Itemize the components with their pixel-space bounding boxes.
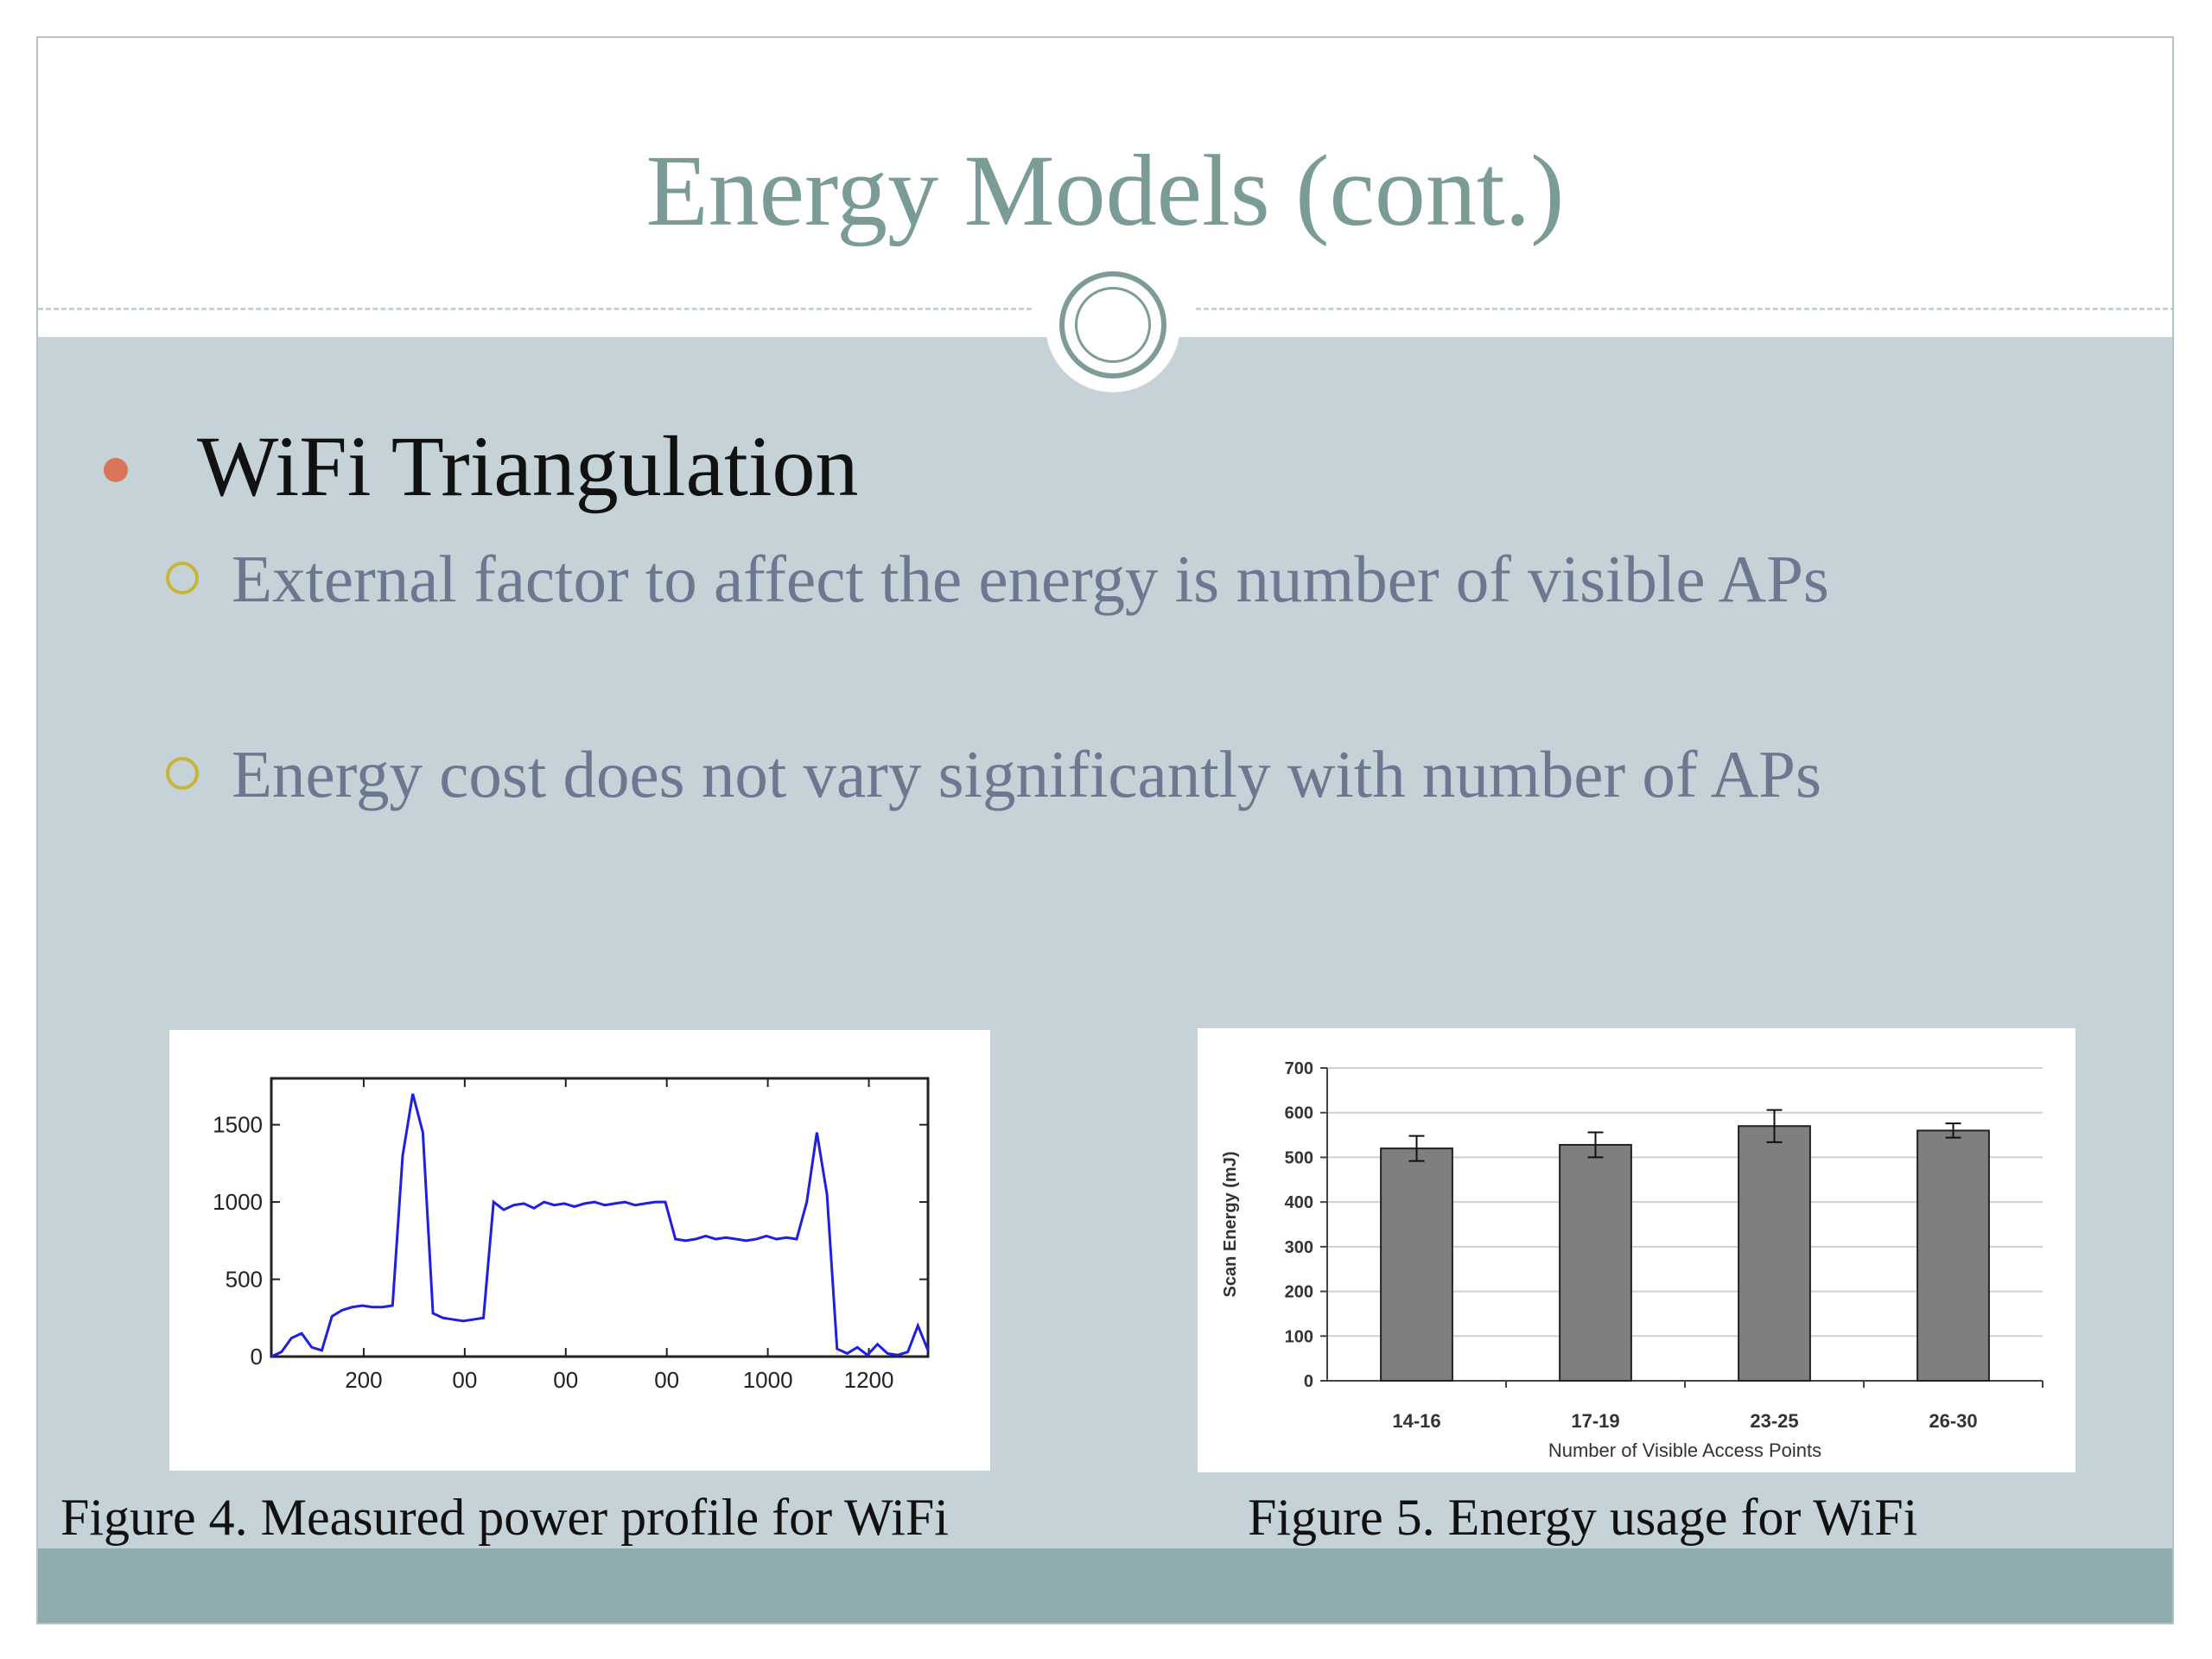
bar	[1559, 1143, 1632, 1382]
y-tick-label: 400	[1285, 1193, 1313, 1212]
bullet-text: WiFi Triangulation	[197, 418, 859, 514]
y-axis-label: Scan Energy (mJ)	[1221, 1152, 1240, 1298]
footer-band	[38, 1548, 2172, 1623]
y-tick-label: 1500	[213, 1112, 263, 1138]
y-tick-label: 500	[226, 1267, 263, 1293]
power-profile-chart: 0 500 1000 1500 200 00 00 00 1000 1200	[213, 1077, 930, 1393]
energy-usage-chart: 0 100 200 300 400 500 600 700 14-16 17-19 23-25 26-…	[1221, 1059, 2044, 1461]
y-tick-label: 700	[1285, 1059, 1313, 1078]
y-tick-label: 600	[1285, 1104, 1313, 1123]
figure5-chart: 0 100 200 300 400 500 600 700 14-16 17-19 23-25 26-…	[1198, 1028, 2075, 1472]
x-axis-label: Number of Visible Access Points	[1548, 1440, 1821, 1461]
bar	[1738, 1125, 1811, 1382]
y-tick-label: 0	[251, 1344, 263, 1370]
figure4-chart: 0 500 1000 1500 200 00 00 00 1000 1200	[169, 1030, 990, 1471]
y-tick-label: 100	[1285, 1327, 1313, 1346]
x-tick-label: 26-30	[1929, 1410, 1977, 1432]
sub-bullet-text: Energy cost does not vary significantly …	[232, 737, 1821, 811]
x-tick-label: 17-19	[1571, 1410, 1619, 1432]
sub-bullet-text: External factor to affect the energy is …	[232, 542, 1829, 616]
y-tick-label: 1000	[213, 1189, 263, 1215]
title-divider-right	[1196, 308, 2172, 310]
figure4-caption: Figure 4. Measured power profile for WiF…	[60, 1489, 949, 1546]
sub-bullet-ring-icon	[166, 562, 199, 594]
x-tick-label: 1200	[844, 1367, 894, 1393]
plot-frame	[270, 1077, 930, 1358]
bar	[1916, 1129, 1990, 1382]
x-tick-label: 200	[345, 1367, 382, 1393]
y-tick-label: 500	[1285, 1148, 1313, 1167]
bar	[1380, 1147, 1453, 1382]
y-tick-label: 0	[1304, 1372, 1313, 1391]
slide-title: Energy Models (cont.)	[645, 134, 1565, 247]
power-series-line	[270, 1093, 930, 1358]
y-tick-label: 300	[1285, 1238, 1313, 1257]
circle-ornament-icon	[1046, 257, 1180, 392]
sub-bullet-ring-icon	[166, 757, 199, 790]
bullet-dot-icon	[104, 458, 128, 482]
x-tick-label: 23-25	[1750, 1410, 1798, 1432]
y-tick-label: 200	[1285, 1283, 1313, 1302]
x-tick-label: 1000	[743, 1367, 793, 1393]
x-tick-label: 00	[553, 1367, 578, 1393]
x-tick-label: 00	[654, 1367, 679, 1393]
x-tick-label: 14-16	[1392, 1410, 1440, 1432]
x-tick-label: 00	[452, 1367, 477, 1393]
title-divider-left	[38, 308, 1032, 310]
figure5-caption: Figure 5. Energy usage for WiFi	[1248, 1489, 1918, 1546]
slide: Energy Models (cont.) WiFi Triangulation…	[36, 36, 2174, 1624]
